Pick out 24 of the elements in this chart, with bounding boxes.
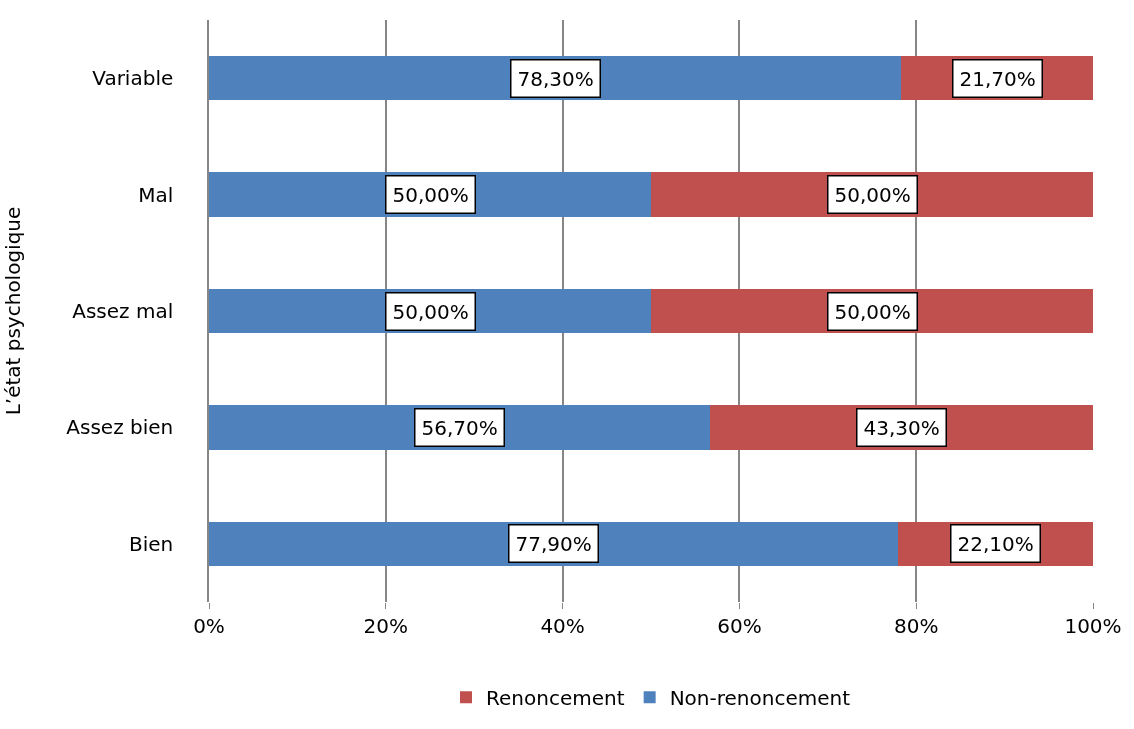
y-tick-label: Assez mal xyxy=(72,299,174,323)
x-tick-label: 0% xyxy=(193,614,225,638)
x-tick-label: 100% xyxy=(1064,614,1122,638)
data-label: 21,70% xyxy=(959,66,1036,91)
y-tick-label: Assez bien xyxy=(66,415,174,440)
x-tick-label: 60% xyxy=(717,614,762,638)
y-tick-label: Mal xyxy=(138,182,174,207)
legend-label: Non-renoncement xyxy=(669,685,851,710)
y-tick-label: Bien xyxy=(128,531,174,556)
data-label: 50,00% xyxy=(834,182,911,207)
data-label: 56,70% xyxy=(421,415,498,440)
x-tick-label: 80% xyxy=(893,614,939,638)
data-label: 78,30% xyxy=(517,66,594,91)
data-label: 50,00% xyxy=(392,182,469,207)
data-label: 22,10% xyxy=(957,531,1034,556)
legend-label: Renoncement xyxy=(486,685,625,710)
data-label: 43,30% xyxy=(863,415,940,440)
y-axis-title: L’état psychologique xyxy=(1,206,26,416)
x-tick-label: 20% xyxy=(363,614,409,638)
y-tick-label: Variable xyxy=(92,66,174,91)
data-label: 50,00% xyxy=(392,299,469,324)
data-label: 50,00% xyxy=(834,299,911,324)
data-label: 77,90% xyxy=(515,531,592,556)
x-tick-label: 40% xyxy=(540,614,585,638)
